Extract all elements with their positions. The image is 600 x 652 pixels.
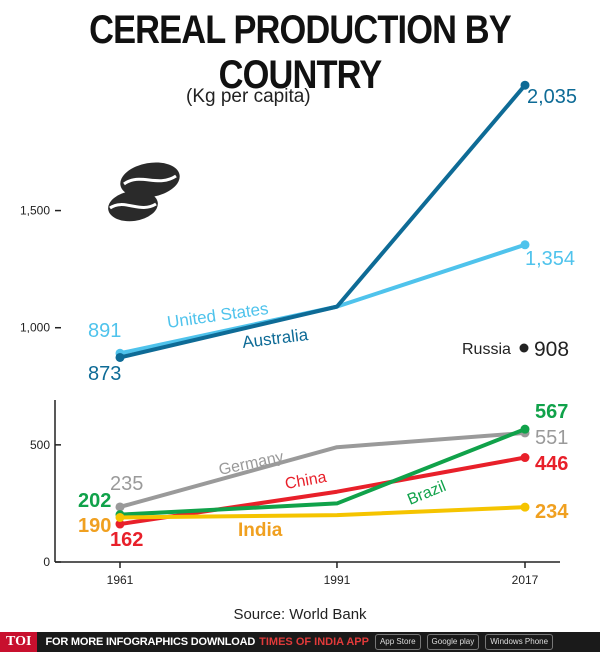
footer-bar: TOI FOR MORE INFOGRAPHICS DOWNLOAD TIMES… — [0, 632, 600, 652]
series-label-brazil: Brazil — [405, 478, 448, 509]
series-line-brazil — [119, 427, 526, 517]
chart-subtitle: (Kg per capita) — [186, 86, 311, 107]
chart-title: CEREAL PRODUCTION BY COUNTRY — [89, 8, 512, 97]
x-tick-label: 1961 — [107, 573, 134, 587]
data-point-india — [520, 502, 530, 512]
data-point-australia — [115, 352, 125, 362]
end-value-china: 446 — [535, 453, 568, 475]
annotation-russia-point — [519, 343, 529, 353]
start-value-australia: 873 — [88, 363, 121, 385]
app-store-badge[interactable]: App Store — [374, 634, 421, 650]
coffee-beans-icon — [108, 162, 180, 222]
data-point-india — [115, 512, 125, 522]
series-line-india — [119, 505, 526, 520]
start-value-germany: 235 — [110, 473, 143, 495]
x-tick-label: 1991 — [324, 573, 351, 587]
data-point-germany — [115, 502, 125, 512]
end-value-germany: 551 — [535, 427, 568, 449]
series-line-australia — [119, 83, 527, 360]
y-tick-label: 1,500 — [20, 204, 50, 218]
footer-brand[interactable]: TIMES OF INDIA APP — [259, 636, 369, 648]
data-point-china — [115, 519, 125, 529]
end-value-brazil: 567 — [535, 401, 568, 423]
y-tick-label: 1,000 — [20, 321, 50, 335]
start-value-united-states: 891 — [88, 320, 121, 342]
data-point-united-states — [520, 240, 530, 250]
series-label-india: India — [238, 520, 283, 541]
windows-phone-badge[interactable]: Windows Phone — [485, 634, 554, 650]
series-line-germany — [119, 430, 526, 509]
annotation-russia-label: Russia — [462, 341, 511, 358]
series-label-germany: Germany — [217, 449, 285, 479]
series-line-china — [119, 455, 526, 527]
y-tick-label: 0 — [43, 555, 50, 569]
data-point-brazil — [520, 424, 530, 434]
start-value-brazil: 202 — [78, 490, 111, 512]
y-tick-label: 500 — [30, 438, 50, 452]
data-point-china — [520, 453, 530, 463]
data-point-australia — [520, 80, 530, 90]
series-label-china: China — [284, 469, 328, 493]
footer-promo: FOR MORE INFOGRAPHICS DOWNLOAD — [45, 636, 256, 648]
toi-logo: TOI — [0, 632, 38, 652]
series-label-australia: Australia — [241, 325, 310, 352]
end-value-australia: 2,035 — [527, 86, 577, 108]
series-line-united-states — [119, 242, 526, 356]
start-value-china: 162 — [110, 529, 143, 551]
source-note: Source: World Bank — [233, 606, 367, 623]
google-play-badge[interactable]: Google play — [426, 634, 480, 650]
end-value-united-states: 1,354 — [525, 248, 575, 270]
x-tick-label: 2017 — [512, 573, 539, 587]
start-value-india: 190 — [78, 515, 111, 537]
annotation-russia-value: 908 — [534, 338, 569, 361]
end-value-india: 234 — [535, 501, 569, 523]
